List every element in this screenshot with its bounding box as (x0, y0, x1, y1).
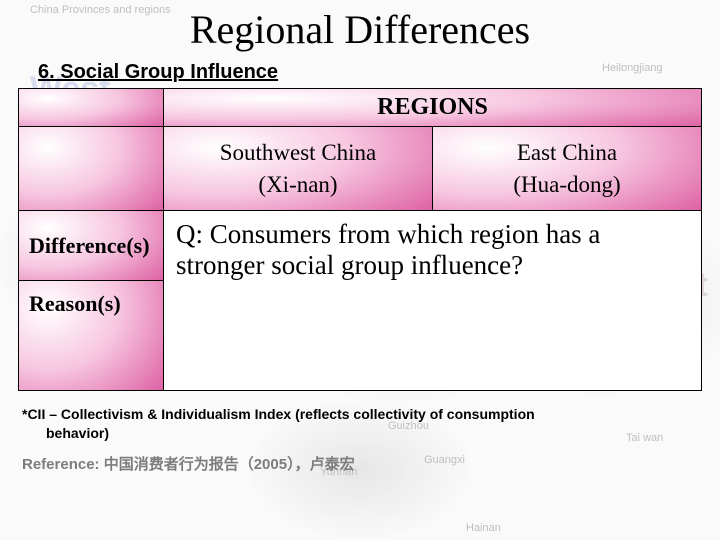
row-differences-label: Difference(s) (19, 211, 164, 281)
region-east-line1: East China (517, 140, 617, 165)
comparison-table: REGIONS Southwest China (Xi-nan) East Ch… (18, 88, 702, 391)
region-east-line2: (Hua-dong) (513, 172, 620, 197)
table-corner-cell (19, 89, 164, 127)
region-southwest-line2: (Xi-nan) (258, 172, 337, 197)
region-east: East China (Hua-dong) (433, 127, 702, 211)
footnote: *CII – Collectivism & Individualism Inde… (22, 405, 698, 443)
region-southwest-line1: Southwest China (220, 140, 377, 165)
row-reasons-label: Reason(s) (19, 281, 164, 391)
footnote-line2: behavior) (22, 424, 698, 443)
region-southwest: Southwest China (Xi-nan) (164, 127, 433, 211)
page-title: Regional Differences (0, 0, 720, 53)
comparison-table-wrap: REGIONS Southwest China (Xi-nan) East Ch… (18, 88, 702, 391)
slide-content: Regional Differences 6. Social Group Inf… (0, 0, 720, 540)
section-subtitle: 6. Social Group Influence (38, 61, 720, 84)
reference-line: Reference: 中国消费者行为报告（2005），卢泰宏 (22, 453, 698, 474)
footnote-line1: *CII – Collectivism & Individualism Inde… (22, 406, 535, 422)
regions-header: REGIONS (164, 89, 702, 127)
table-empty-rowhead (19, 127, 164, 211)
question-cell: Q: Consumers from which region has a str… (164, 211, 702, 391)
